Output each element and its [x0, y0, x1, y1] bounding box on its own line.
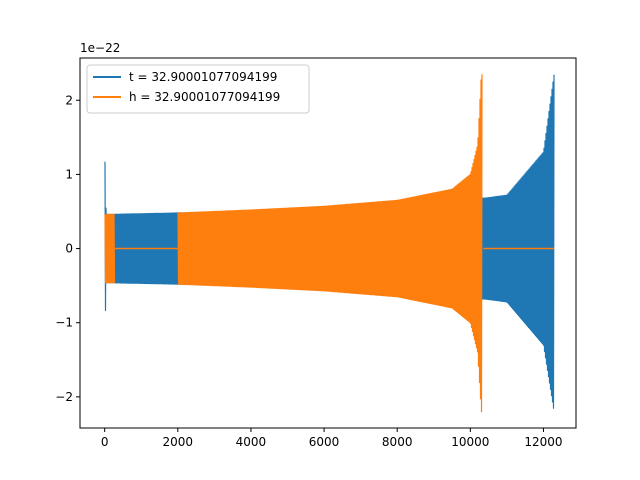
y-tick-label: 1 [65, 167, 73, 181]
series-1-line [104, 74, 483, 413]
x-tick-label: 0 [101, 435, 109, 449]
series-1 [104, 74, 555, 413]
x-tick-label: 8000 [382, 435, 413, 449]
y-tick-label: −1 [55, 316, 73, 330]
x-tick-label: 6000 [309, 435, 340, 449]
x-tick-label: 10000 [451, 435, 489, 449]
legend: t = 32.90001077094199 h = 32.900010770941… [86, 64, 310, 114]
legend-box [86, 64, 310, 114]
legend-label: h = 32.90001077094199 [129, 90, 280, 104]
legend-label: t = 32.90001077094199 [129, 70, 277, 84]
y-tick-label: 0 [65, 242, 73, 256]
x-tick-label: 2000 [163, 435, 194, 449]
offset-text: 1e−22 [80, 41, 120, 55]
y-tick-label: −2 [55, 390, 73, 404]
y-tick-label: 2 [65, 93, 73, 107]
plot-area [104, 74, 555, 413]
x-tick-label: 4000 [236, 435, 267, 449]
axes-frame [79, 57, 577, 429]
x-tick-label: 12000 [524, 435, 562, 449]
y-axis: −2 −1 0 1 2 [55, 93, 80, 404]
x-axis: 0 2000 4000 6000 8000 10000 12000 [101, 428, 563, 449]
